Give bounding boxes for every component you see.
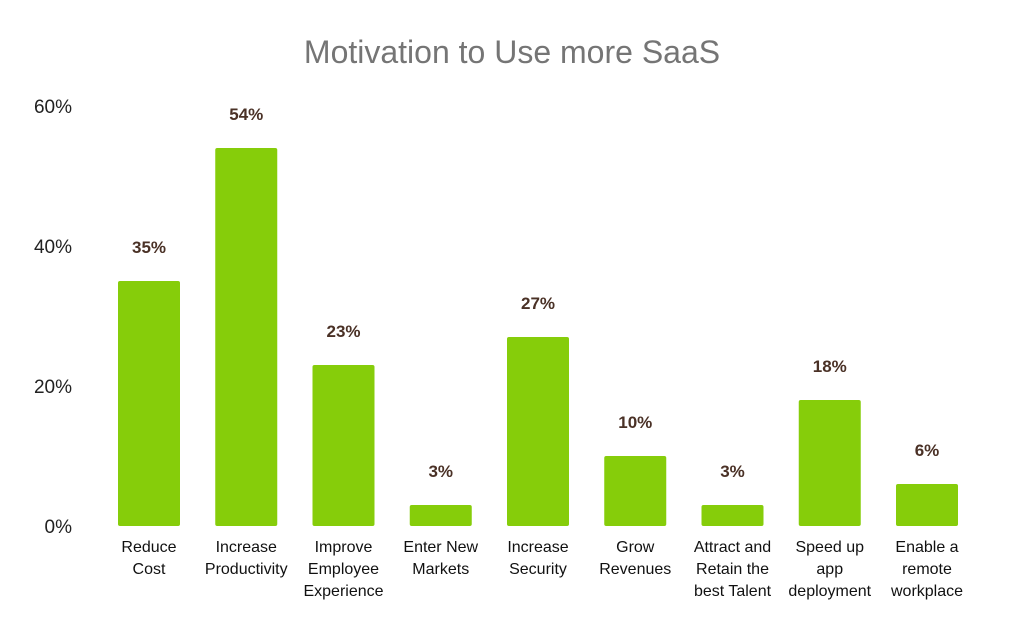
x-tick-label-line: Retain the (696, 561, 769, 578)
x-tick-label-line: Enable a (895, 539, 958, 556)
y-tick-label: 0% (45, 517, 73, 538)
x-tick-label-line: workplace (890, 583, 963, 600)
x-tick-label-line: Improve (315, 539, 373, 556)
x-tick-label-line: Markets (412, 561, 469, 578)
x-tick-label: Grow Revenues (599, 539, 671, 578)
bars (118, 148, 958, 526)
x-tick-label-line: Security (509, 561, 567, 578)
x-tick-label-line: Experience (303, 583, 383, 600)
y-tick-label: 40% (34, 237, 72, 258)
x-tick-label-line: Attract and (694, 539, 771, 556)
data-label: 18% (813, 357, 847, 376)
data-label: 35% (132, 238, 166, 257)
data-label: 6% (915, 441, 940, 460)
data-label: 54% (229, 105, 263, 124)
x-tick-label: Reduce Cost (121, 539, 176, 578)
bar (118, 281, 180, 526)
data-label: 23% (326, 322, 360, 341)
x-tick-label-line: Increase (507, 539, 568, 556)
bar (409, 505, 472, 526)
x-tick-label: Increase Productivity (205, 539, 288, 578)
bar (215, 148, 278, 526)
x-tick-label: Enable a remote workplace (890, 539, 963, 600)
bar (701, 505, 764, 526)
data-label: 3% (428, 462, 453, 481)
bar (604, 456, 667, 526)
x-tick-label-line: Employee (308, 561, 379, 578)
x-tick-label: Improve Employee Experience (303, 539, 383, 600)
data-label: 10% (618, 413, 652, 432)
x-tick-label-line: best Talent (694, 583, 772, 600)
bar (798, 400, 861, 526)
x-axis: Reduce Cost Increase Productivity Improve Emp… (121, 539, 963, 600)
x-tick-label-line: Cost (133, 561, 166, 578)
x-tick-label-line: Speed up (795, 539, 864, 556)
data-label: 27% (521, 294, 555, 313)
x-tick-label: Speed up app deployment (788, 539, 871, 600)
x-tick-label-line: Productivity (205, 561, 288, 578)
y-axis: 0% 20% 40% 60% (34, 97, 72, 538)
data-labels: 35% 54% 23% 3% 27% 10% 3% 18% 6% (132, 105, 939, 481)
x-tick-label-line: Enter New (403, 539, 478, 556)
x-tick-label: Attract and Retain the best Talent (694, 539, 772, 600)
x-tick-label-line: remote (902, 561, 952, 578)
x-tick-label-line: Revenues (599, 561, 671, 578)
y-tick-label: 60% (34, 97, 72, 118)
bar (507, 337, 569, 526)
y-tick-label: 20% (34, 377, 72, 398)
bar (896, 484, 958, 526)
x-tick-label-line: app (816, 561, 843, 578)
x-tick-label-line: deployment (788, 583, 871, 600)
x-tick-label: Enter New Markets (403, 539, 478, 578)
bar (312, 365, 375, 526)
x-tick-label-line: Grow (616, 539, 655, 556)
x-tick-label-line: Reduce (121, 539, 176, 556)
x-tick-label-line: Increase (216, 539, 277, 556)
chart-title: Motivation to Use more SaaS (304, 34, 720, 70)
data-label: 3% (720, 462, 745, 481)
x-tick-label: Increase Security (507, 539, 568, 578)
